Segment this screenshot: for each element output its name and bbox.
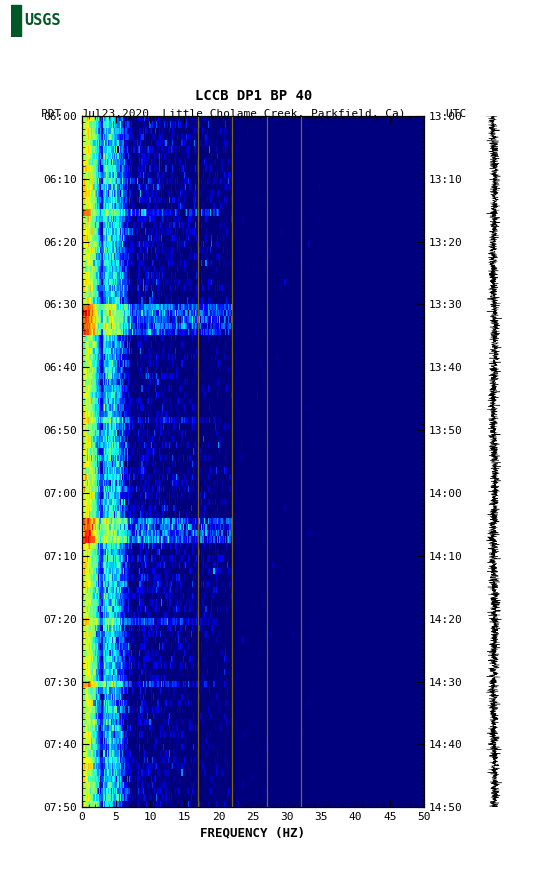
Bar	[11, 5, 21, 36]
X-axis label: FREQUENCY (HZ): FREQUENCY (HZ)	[200, 826, 305, 839]
Text: PDT   Jul23,2020  Little Cholame Creek, Parkfield, Ca)      UTC: PDT Jul23,2020 Little Cholame Creek, Par…	[41, 109, 466, 119]
Text: USGS: USGS	[24, 13, 61, 28]
Text: LCCB DP1 BP 40: LCCB DP1 BP 40	[195, 88, 312, 103]
